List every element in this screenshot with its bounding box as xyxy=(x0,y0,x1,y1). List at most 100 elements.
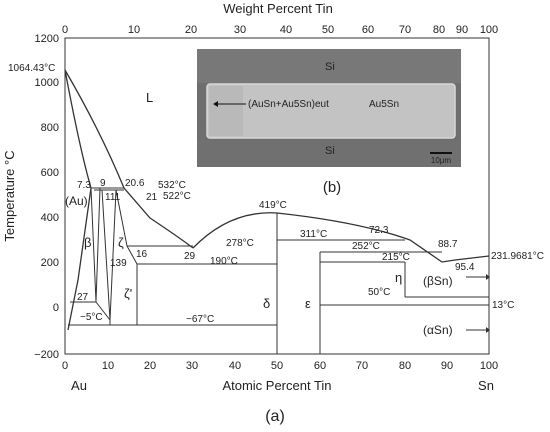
solidus-au xyxy=(64,69,92,189)
bottom-tick-90: 90 xyxy=(441,360,453,372)
phase-labels: 1064.43°C L 7.3 9 20.6 532°C (Au) 111 21… xyxy=(8,63,544,337)
au5sn-label: Au5Sn xyxy=(369,99,399,110)
y-axis-ticks: 1200 1000 800 600 400 200 0 −200 xyxy=(34,33,59,361)
si-bottom-label: Si xyxy=(325,145,335,157)
top-tick-50: 50 xyxy=(322,24,334,36)
melt-sn-label: 231.9681°C xyxy=(491,251,544,262)
beta-sn-arrowhead xyxy=(486,274,490,280)
alpha-sn-label: (αSn) xyxy=(423,323,453,337)
eutectic-label: (AuSn+Au5Sn)eut xyxy=(248,99,329,110)
y-axis-title: Temperature °C xyxy=(2,150,17,241)
label-7-3: 7.3 xyxy=(77,180,91,191)
y-tick-0: 0 xyxy=(53,302,59,314)
top-tick-0: 0 xyxy=(62,24,68,36)
liquidus-sn-side xyxy=(192,212,490,263)
beta-region xyxy=(90,187,101,303)
top-tick-30: 30 xyxy=(234,24,246,36)
delta-label: δ xyxy=(263,296,270,311)
panel-b-label: (b) xyxy=(323,179,341,196)
label-9: 9 xyxy=(100,178,106,189)
label-minus67: −67°C xyxy=(186,314,214,325)
eta-label: η xyxy=(395,270,402,285)
micrograph-inset: Si Si (AuSn+Au5Sn)eut Au5Sn 10μm xyxy=(197,49,461,167)
label-minus5: −5°C xyxy=(80,312,103,323)
panel-a-label: (a) xyxy=(265,408,285,425)
zeta-prime-label: ζ' xyxy=(124,286,132,301)
label-311: 311°C xyxy=(300,229,327,240)
melt-au-label: 1064.43°C xyxy=(8,63,55,74)
solder-layer xyxy=(206,83,456,139)
y-tick-1000: 1000 xyxy=(35,77,59,89)
label-88-7: 88.7 xyxy=(438,239,458,250)
label-16: 16 xyxy=(136,249,148,260)
eutectic-arrowhead xyxy=(213,101,218,107)
label-95-4: 95.4 xyxy=(455,262,475,273)
element-au-label: Au xyxy=(71,378,87,393)
top-axis-title: Weight Percent Tin xyxy=(223,1,333,16)
top-tick-10: 10 xyxy=(128,24,140,36)
scale-bar-label: 10μm xyxy=(431,156,452,165)
bottom-tick-30: 30 xyxy=(186,360,198,372)
label-419: 419°C xyxy=(259,200,287,211)
y-tick-1200: 1200 xyxy=(35,33,59,45)
epsilon-label: ε xyxy=(305,296,311,311)
top-tick-70: 70 xyxy=(399,24,411,36)
bottom-axis-title: Atomic Percent Tin xyxy=(222,378,331,393)
label-532: 532°C xyxy=(158,180,186,191)
zeta-label: ζ xyxy=(118,235,124,250)
y-tick-minus200: −200 xyxy=(34,349,59,361)
label-29: 29 xyxy=(184,251,196,262)
y-tick-800: 800 xyxy=(41,122,59,134)
label-50: 50°C xyxy=(368,287,390,298)
top-tick-20: 20 xyxy=(185,24,197,36)
zeta-left-region xyxy=(101,189,117,321)
alpha-sn-arrowhead xyxy=(486,327,490,333)
bottom-tick-100: 100 xyxy=(480,360,498,372)
beta-sn-label: (βSn) xyxy=(423,274,453,288)
label-21: 21 xyxy=(146,192,158,203)
si-top-label: Si xyxy=(325,61,335,73)
bottom-axis-ticks: 0 10 20 30 40 50 60 70 80 90 100 xyxy=(62,360,498,372)
top-tick-40: 40 xyxy=(280,24,292,36)
bottom-tick-60: 60 xyxy=(314,360,326,372)
top-tick-100: 100 xyxy=(480,24,498,36)
au-phase-label: (Au) xyxy=(65,194,88,208)
zeta-prime-region xyxy=(95,301,111,325)
bottom-tick-80: 80 xyxy=(399,360,411,372)
bottom-tick-20: 20 xyxy=(144,360,156,372)
y-tick-600: 600 xyxy=(41,167,59,179)
label-72-3: 72.3 xyxy=(369,225,389,236)
label-13: 13°C xyxy=(492,300,514,311)
bottom-tick-70: 70 xyxy=(356,360,368,372)
top-axis-ticks: 0 10 20 30 40 50 60 70 80 90 100 xyxy=(62,24,498,36)
top-tick-90: 90 xyxy=(456,24,468,36)
au-solvus xyxy=(67,187,92,331)
element-sn-label: Sn xyxy=(478,378,494,393)
top-tick-60: 60 xyxy=(362,24,374,36)
si-bottom-layer xyxy=(197,140,461,167)
zeta-right-region xyxy=(115,189,138,325)
top-tick-80: 80 xyxy=(433,24,445,36)
y-tick-200: 200 xyxy=(41,257,59,269)
label-27: 27 xyxy=(77,292,89,303)
label-252: 252°C xyxy=(352,241,380,252)
label-215: 215°C xyxy=(382,252,410,263)
liquid-label: L xyxy=(146,90,153,105)
label-522: 522°C xyxy=(163,191,191,202)
phase-boundaries xyxy=(64,69,490,354)
eutectic-region xyxy=(209,86,243,136)
label-278: 278°C xyxy=(226,238,254,249)
bottom-tick-0: 0 xyxy=(62,360,68,372)
label-190: 190°C xyxy=(210,256,238,267)
label-20-6: 20.6 xyxy=(125,178,145,189)
liquidus-au-side xyxy=(64,69,194,249)
beta-label: β xyxy=(84,235,91,250)
bottom-tick-50: 50 xyxy=(271,360,283,372)
si-top-layer xyxy=(197,49,461,83)
label-111: 111 xyxy=(105,192,121,203)
label-139: 139 xyxy=(110,258,127,269)
y-tick-400: 400 xyxy=(41,212,59,224)
bottom-tick-40: 40 xyxy=(229,360,241,372)
bottom-tick-10: 10 xyxy=(102,360,114,372)
